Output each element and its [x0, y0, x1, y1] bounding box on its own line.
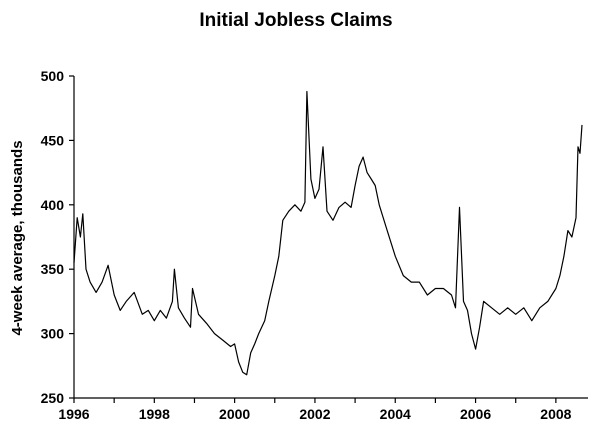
chart-title: Initial Jobless Claims	[199, 10, 393, 31]
x-tick-label: 1998	[139, 406, 170, 422]
y-tick-label: 450	[41, 132, 65, 148]
x-tick-label: 2006	[460, 406, 491, 422]
y-axis-ticks: 250 300 350 400 450 500	[41, 68, 74, 406]
x-axis-ticks: 1996 1998 2000 2002 2004 2006 2008	[58, 398, 572, 422]
x-tick-label: 2004	[380, 406, 411, 422]
x-tick-label: 2002	[299, 406, 330, 422]
y-tick-label: 350	[41, 261, 65, 277]
x-tick-label: 2008	[540, 406, 571, 422]
y-tick-label: 400	[41, 197, 65, 213]
y-tick-label: 250	[41, 390, 65, 406]
x-tick-label: 1996	[58, 406, 89, 422]
y-axis-label: 4-week average, thousands	[9, 140, 26, 335]
y-tick-label: 500	[41, 68, 65, 84]
y-tick-label: 300	[41, 326, 65, 342]
x-tick-label: 2000	[219, 406, 250, 422]
series-line	[73, 90, 583, 376]
